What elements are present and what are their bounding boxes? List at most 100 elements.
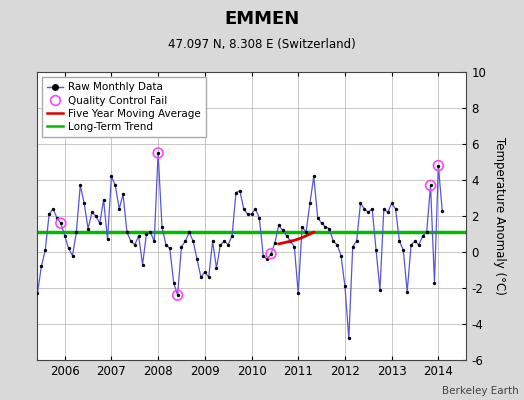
Point bbox=[84, 225, 92, 232]
Point bbox=[372, 247, 380, 254]
Point bbox=[411, 238, 419, 244]
Point bbox=[80, 200, 89, 206]
Point bbox=[282, 233, 291, 239]
Point bbox=[100, 197, 108, 203]
Point bbox=[123, 229, 131, 235]
Point bbox=[313, 214, 322, 221]
Text: EMMEN: EMMEN bbox=[224, 10, 300, 28]
Point bbox=[72, 229, 81, 235]
Point bbox=[158, 224, 166, 230]
Point bbox=[212, 265, 221, 271]
Point bbox=[142, 231, 150, 237]
Point bbox=[45, 211, 53, 218]
Point bbox=[356, 200, 365, 206]
Point bbox=[60, 233, 69, 239]
Point bbox=[119, 191, 127, 198]
Point bbox=[244, 211, 252, 218]
Point bbox=[196, 274, 205, 280]
Point bbox=[135, 233, 143, 239]
Point bbox=[333, 242, 341, 248]
Point bbox=[403, 288, 411, 295]
Text: 47.097 N, 8.308 E (Switzerland): 47.097 N, 8.308 E (Switzerland) bbox=[168, 38, 356, 51]
Point bbox=[95, 220, 104, 226]
Point bbox=[427, 182, 435, 188]
Text: Berkeley Earth: Berkeley Earth bbox=[442, 386, 519, 396]
Point bbox=[348, 243, 357, 250]
Point bbox=[92, 213, 100, 219]
Point bbox=[127, 238, 135, 244]
Point bbox=[427, 182, 435, 188]
Point bbox=[53, 214, 61, 221]
Point bbox=[337, 252, 345, 259]
Point bbox=[391, 206, 400, 212]
Point bbox=[154, 150, 162, 156]
Point bbox=[341, 283, 349, 290]
Point bbox=[345, 335, 353, 342]
Point bbox=[166, 245, 174, 252]
Point bbox=[49, 206, 57, 212]
Point bbox=[271, 240, 279, 246]
Point bbox=[57, 220, 65, 226]
Point bbox=[18, 154, 26, 160]
Point bbox=[318, 220, 326, 226]
Point bbox=[150, 238, 158, 244]
Point bbox=[419, 233, 427, 239]
Point bbox=[173, 292, 182, 298]
Point bbox=[173, 292, 182, 298]
Point bbox=[360, 206, 368, 212]
Point bbox=[384, 209, 392, 216]
Point bbox=[146, 229, 155, 235]
Point bbox=[239, 206, 248, 212]
Point bbox=[414, 242, 423, 248]
Point bbox=[438, 207, 446, 214]
Point bbox=[422, 229, 431, 235]
Point bbox=[376, 286, 384, 293]
Point bbox=[310, 173, 318, 180]
Point bbox=[88, 209, 96, 216]
Point bbox=[294, 290, 302, 297]
Point bbox=[325, 225, 334, 232]
Point bbox=[154, 150, 162, 156]
Point bbox=[228, 233, 236, 239]
Point bbox=[204, 274, 213, 280]
Point bbox=[224, 242, 232, 248]
Point bbox=[37, 263, 46, 270]
Point bbox=[185, 229, 193, 235]
Point bbox=[298, 224, 307, 230]
Point bbox=[220, 238, 228, 244]
Y-axis label: Temperature Anomaly (°C): Temperature Anomaly (°C) bbox=[493, 137, 506, 295]
Point bbox=[364, 209, 373, 216]
Point bbox=[430, 279, 439, 286]
Point bbox=[387, 200, 396, 206]
Point bbox=[14, 222, 22, 228]
Legend: Raw Monthly Data, Quality Control Fail, Five Year Moving Average, Long-Term Tren: Raw Monthly Data, Quality Control Fail, … bbox=[42, 77, 206, 137]
Point bbox=[236, 188, 244, 194]
Point bbox=[255, 214, 264, 221]
Point bbox=[76, 182, 84, 188]
Point bbox=[434, 162, 443, 169]
Point bbox=[305, 200, 314, 206]
Point bbox=[278, 227, 287, 234]
Point bbox=[177, 243, 185, 250]
Point bbox=[407, 242, 416, 248]
Point bbox=[107, 173, 116, 180]
Point bbox=[263, 256, 271, 262]
Point bbox=[111, 182, 119, 188]
Point bbox=[321, 224, 330, 230]
Point bbox=[434, 162, 443, 169]
Point bbox=[395, 238, 403, 244]
Point bbox=[353, 238, 361, 244]
Point bbox=[380, 206, 388, 212]
Point bbox=[169, 279, 178, 286]
Point bbox=[130, 242, 139, 248]
Point bbox=[57, 220, 65, 226]
Point bbox=[251, 206, 259, 212]
Point bbox=[247, 211, 256, 218]
Point bbox=[275, 222, 283, 228]
Point bbox=[18, 154, 26, 160]
Point bbox=[189, 238, 198, 244]
Point bbox=[21, 250, 30, 257]
Point bbox=[329, 238, 337, 244]
Point bbox=[181, 238, 190, 244]
Point bbox=[115, 206, 123, 212]
